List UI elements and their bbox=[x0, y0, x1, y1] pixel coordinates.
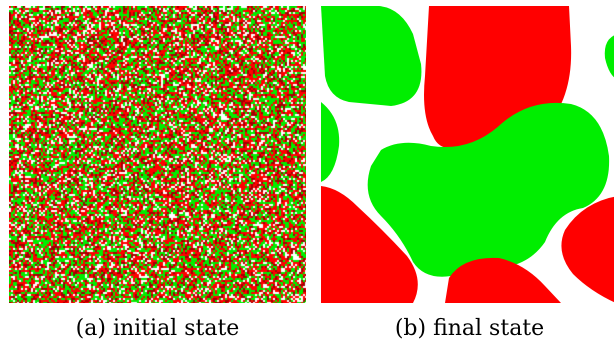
green-domain-right-edge bbox=[604, 35, 614, 78]
initial-state-panel bbox=[9, 6, 306, 303]
final-state-panel bbox=[321, 6, 614, 303]
green-domain-left-edge bbox=[321, 102, 340, 182]
red-domain-bottom-right bbox=[445, 257, 561, 303]
green-domain-top-left bbox=[321, 6, 422, 106]
green-domain-center bbox=[367, 102, 610, 277]
red-domain-bottom-left bbox=[321, 186, 418, 303]
caption-initial-state: (a) initial state bbox=[75, 316, 240, 341]
initial-state-noise-image bbox=[9, 6, 306, 303]
caption-final-state: (b) final state bbox=[394, 316, 545, 341]
red-domain-right-edge bbox=[561, 196, 614, 303]
final-state-image bbox=[321, 6, 614, 303]
